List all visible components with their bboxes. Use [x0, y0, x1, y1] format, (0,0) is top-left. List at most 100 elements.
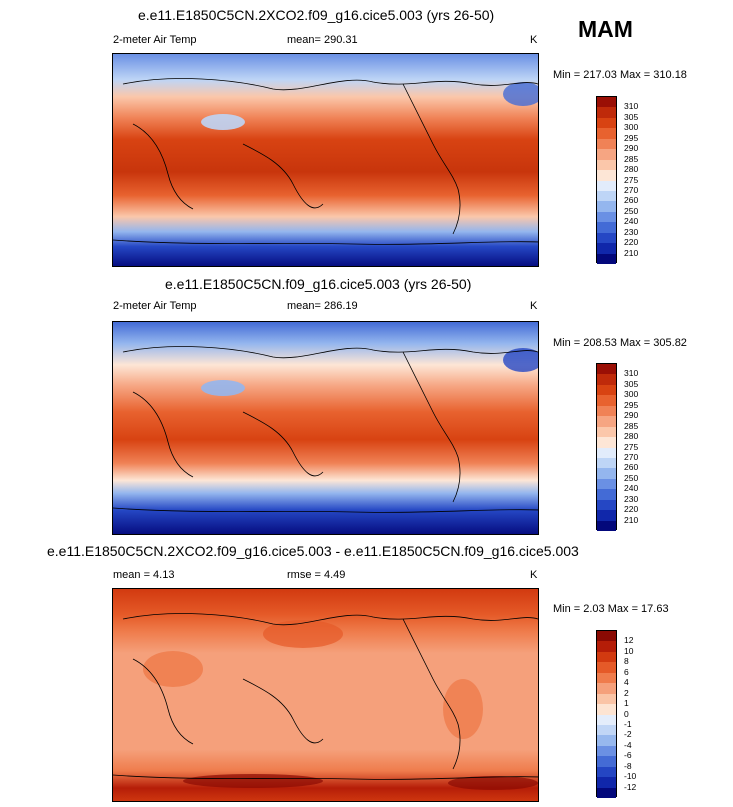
panel2-swatch	[597, 499, 616, 511]
panel2-minmax-label: Min = 208.53 Max = 305.82	[553, 337, 687, 349]
panel1-swatch	[597, 117, 616, 129]
panel1-minmax-label: Min = 217.03 Max = 310.18	[553, 69, 687, 81]
panel1-colorbar-tick: 270	[624, 184, 639, 195]
panel3-colorbar-tick: 2	[624, 687, 629, 698]
panel2-colorbar-tick: 240	[624, 483, 639, 494]
panel3-swatch	[597, 693, 616, 705]
panel1-map	[112, 53, 539, 267]
panel3-colorbar-tick: -1	[624, 718, 632, 729]
panel2-swatch	[597, 374, 616, 385]
panel3-swatch	[597, 683, 616, 694]
panel1-swatch	[597, 232, 616, 244]
panel3-colorbar-tick: 1	[624, 698, 629, 709]
panel3-colorbar-tick: 10	[624, 645, 634, 656]
panel2-swatch	[597, 457, 616, 469]
panel2-swatch	[597, 468, 616, 479]
panel1-variable-label: 2-meter Air Temp	[113, 34, 197, 46]
panel3-swatch	[597, 704, 616, 715]
panel3-swatch	[597, 724, 616, 736]
panel2-variable-label: 2-meter Air Temp	[113, 300, 197, 312]
panel2-colorbar-tick: 275	[624, 441, 639, 452]
panel3-colorbar-tick: 6	[624, 666, 629, 677]
panel2-colorbar-tick: 305	[624, 378, 639, 389]
panel1-colorbar-tick: 300	[624, 122, 639, 133]
panel1-colorbar-tick: 305	[624, 111, 639, 122]
panel1-swatch	[597, 97, 616, 108]
panel2-map	[112, 321, 539, 535]
panel3-swatch	[597, 787, 616, 798]
panel3-colorbar-tick: 0	[624, 708, 629, 719]
season-label: MAM	[578, 16, 633, 42]
panel2-colorbar-tick: 230	[624, 493, 639, 504]
panel1-mean-label: mean= 290.31	[287, 34, 358, 46]
panel3-swatch	[597, 745, 616, 757]
panel1-colorbar-tick: 310	[624, 101, 639, 112]
panel2-colorbar-tick: 250	[624, 472, 639, 483]
panel3-swatch	[597, 777, 616, 788]
panel2-swatch	[597, 405, 616, 417]
panel2-swatch	[597, 384, 616, 396]
panel2-colorbar-tick: 270	[624, 451, 639, 462]
panel2-swatch	[597, 426, 616, 438]
panel1-colorbar-tick: 275	[624, 174, 639, 185]
panel3-colorbar-tick: -2	[624, 729, 632, 740]
panel2-colorbar-tick: 295	[624, 399, 639, 410]
panel1-swatch	[597, 159, 616, 171]
panel2-units-label: K	[530, 300, 538, 312]
panel1-colorbar-tick: 230	[624, 226, 639, 237]
panel3-colorbar-swatches	[596, 630, 617, 798]
panel1-colorbar-tick: 295	[624, 132, 639, 143]
panel1-swatch	[597, 138, 616, 150]
panel1-units-label: K	[530, 34, 538, 46]
panel1-colorbar-tick: 260	[624, 195, 639, 206]
panel1-swatch	[597, 222, 616, 233]
panel1-swatch	[597, 211, 616, 223]
panel2-colorbar-tick: 285	[624, 420, 639, 431]
panel2-colorbar-tick: 300	[624, 389, 639, 400]
panel3-swatch	[597, 631, 616, 642]
panel2-colorbar-tick: 260	[624, 462, 639, 473]
panel2-colorbar-tick: 210	[624, 514, 639, 525]
panel1-swatch	[597, 201, 616, 212]
panel1-swatch	[597, 149, 616, 160]
panel2-swatch	[597, 520, 616, 531]
panel3-map-plot	[113, 589, 538, 801]
panel2-colorbar-swatches	[596, 363, 617, 531]
panel3-swatch	[597, 641, 616, 652]
panel2-swatch	[597, 510, 616, 521]
panel3-minmax-label: Min = 2.03 Max = 17.63	[553, 603, 669, 615]
panel3-rmse-label: rmse = 4.49	[287, 569, 346, 581]
panel3-colorbar-tick: -6	[624, 750, 632, 761]
panel3-swatch	[597, 714, 616, 725]
panel1-swatch	[597, 253, 616, 264]
panel3-colorbar-tick: 8	[624, 656, 629, 667]
panel1-swatch	[597, 190, 616, 202]
panel2-colorbar-tick: 220	[624, 504, 639, 515]
panel2-swatch	[597, 489, 616, 500]
panel3-swatch	[597, 662, 616, 673]
panel1-colorbar-tick: 290	[624, 143, 639, 154]
panel1-colorbar-tick: 250	[624, 205, 639, 216]
panel3-swatch	[597, 672, 616, 684]
panel2-swatch	[597, 395, 616, 406]
panel1-map-plot	[113, 54, 538, 266]
panel3-colorbar-tick: -10	[624, 771, 637, 782]
panel2-swatch	[597, 416, 616, 427]
panel1-colorbar-tick: 210	[624, 247, 639, 258]
panel2-title: e.e11.E1850C5CN.f09_g16.cice5.003 (yrs 2…	[165, 276, 472, 292]
panel3-colorbar-tick: -8	[624, 760, 632, 771]
panel3-swatch	[597, 735, 616, 746]
panel1-swatch	[597, 128, 616, 139]
panel1-colorbar-swatches	[596, 96, 617, 264]
panel3-swatch	[597, 651, 616, 663]
panel3-swatch	[597, 756, 616, 767]
panel1-colorbar-tick: 220	[624, 237, 639, 248]
panel1-colorbar-tick: 285	[624, 153, 639, 164]
panel3-colorbar-tick: 4	[624, 677, 629, 688]
panel2-swatch	[597, 437, 616, 448]
panel3-map	[112, 588, 539, 802]
panel2-colorbar-tick: 310	[624, 368, 639, 379]
panel3-colorbar-tick: 12	[624, 635, 634, 646]
panel2-swatch	[597, 447, 616, 458]
panel2-swatch	[597, 364, 616, 375]
